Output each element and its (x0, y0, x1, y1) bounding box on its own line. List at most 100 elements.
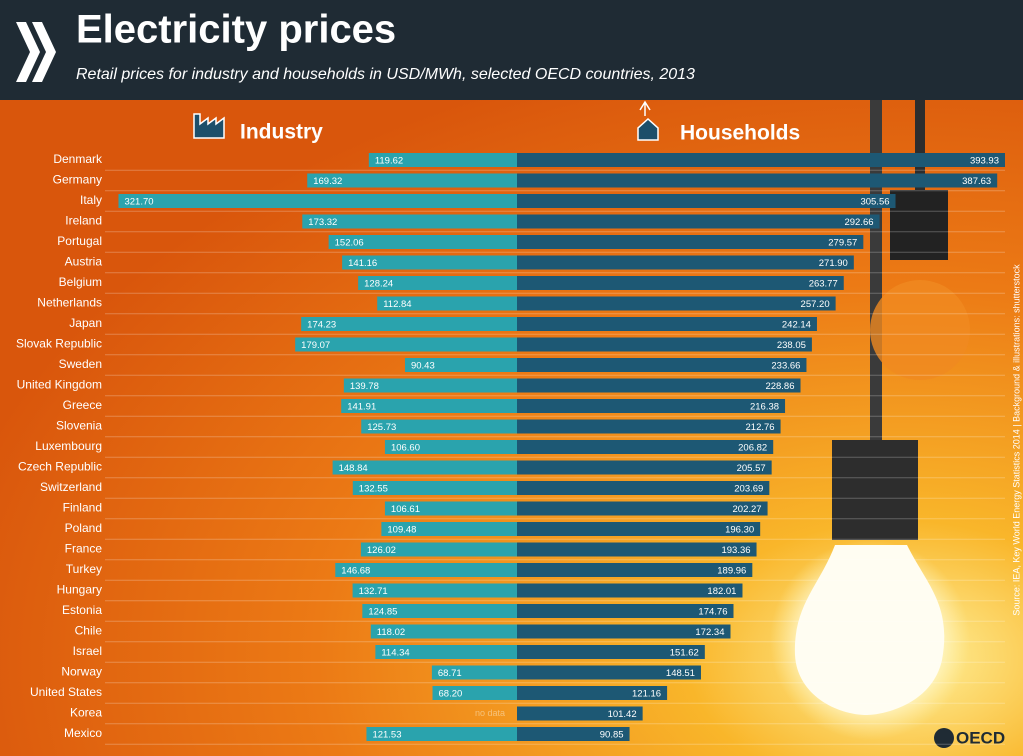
oecd-logo: OECD (956, 728, 1005, 747)
value-label: 112.84 (383, 299, 411, 310)
bar (517, 214, 880, 229)
bar (517, 440, 774, 454)
value-label: 271.90 (819, 258, 848, 269)
category-label: Slovenia (56, 419, 102, 433)
value-label: 205.57 (737, 463, 766, 474)
category-label: Sweden (59, 357, 102, 371)
value-label: 321.70 (124, 197, 153, 208)
category-label: Chile (75, 624, 103, 638)
bar (517, 460, 772, 475)
bar (375, 645, 517, 659)
value-label: 174.23 (307, 320, 336, 331)
category-label: Norway (61, 665, 102, 679)
value-label: 106.61 (391, 504, 420, 515)
value-label: 68.71 (438, 668, 462, 679)
title: Electricity prices (76, 8, 396, 52)
bar (377, 296, 517, 311)
value-label: 193.36 (721, 545, 750, 556)
bar (517, 153, 1005, 167)
value-label: 124.85 (368, 607, 397, 618)
category-label: United Kingdom (17, 378, 102, 392)
value-label: 233.66 (771, 361, 800, 372)
bar (335, 563, 517, 577)
category-label: France (65, 542, 103, 556)
category-label: Poland (65, 521, 102, 535)
bulb-decoration (770, 100, 970, 740)
value-label: 173.32 (308, 217, 337, 228)
value-label: 90.85 (600, 730, 624, 741)
value-label: 196.30 (725, 525, 754, 536)
value-label: 132.55 (359, 484, 388, 495)
header (0, 0, 1023, 100)
bar (517, 624, 731, 639)
bar (517, 378, 801, 393)
bar (517, 583, 743, 598)
bar (358, 276, 517, 290)
bar (118, 194, 518, 208)
bar (432, 686, 517, 700)
value-label: 152.06 (335, 238, 364, 249)
value-label: no data (475, 708, 505, 718)
value-label: 101.42 (608, 709, 637, 720)
value-label: 292.66 (844, 217, 873, 228)
bar (381, 522, 517, 536)
value-label: 148.84 (339, 463, 368, 474)
value-label: 128.24 (364, 279, 393, 290)
value-label: 148.51 (666, 668, 695, 679)
bar (301, 317, 517, 331)
value-label: 141.16 (348, 258, 377, 269)
value-label: 228.86 (765, 381, 794, 392)
value-label: 174.76 (698, 607, 727, 618)
category-label: Greece (63, 398, 103, 412)
value-label: 393.93 (970, 156, 999, 167)
bar (517, 358, 807, 372)
category-label: Hungary (57, 583, 102, 597)
subtitle: Retail prices for industry and household… (76, 66, 695, 83)
bar (517, 665, 701, 680)
category-label: Israel (73, 644, 102, 658)
category-label: Mexico (64, 726, 102, 740)
bar (517, 481, 770, 495)
bar (295, 337, 517, 352)
bar (517, 255, 854, 270)
legend-entry: Households (680, 122, 800, 145)
category-label: Italy (80, 193, 102, 207)
value-label: 139.78 (350, 381, 379, 392)
bar (517, 522, 761, 536)
bar (360, 542, 517, 557)
bar (517, 173, 998, 188)
value-label: 132.71 (359, 586, 388, 597)
bar (517, 686, 668, 700)
value-label: 263.77 (809, 279, 838, 290)
value-label: 387.63 (962, 176, 991, 187)
category-label: Denmark (53, 152, 103, 166)
category-label: Portugal (57, 234, 102, 248)
value-label: 109.48 (387, 525, 416, 536)
bar (517, 604, 734, 618)
value-label: 125.73 (367, 422, 396, 433)
source-note: Source: IEA, Key World Energy Statistics… (1011, 264, 1021, 616)
value-label: 90.43 (411, 361, 435, 372)
category-label: Netherlands (37, 296, 102, 310)
value-label: 169.32 (313, 176, 342, 187)
category-label: Czech Republic (18, 460, 102, 474)
bar (370, 624, 517, 639)
value-label: 179.07 (301, 340, 330, 351)
category-label: Austria (65, 255, 103, 269)
bar (384, 440, 517, 454)
bar (517, 501, 768, 516)
category-label: Japan (69, 316, 102, 330)
value-label: 182.01 (707, 586, 736, 597)
bar (517, 194, 896, 208)
bar (352, 583, 517, 598)
value-label: 121.16 (632, 689, 661, 700)
value-label: 141.91 (347, 402, 376, 413)
value-label: 146.68 (341, 566, 370, 577)
value-label: 216.38 (750, 402, 779, 413)
category-label: United States (30, 685, 102, 699)
value-label: 151.62 (670, 648, 699, 659)
value-label: 203.69 (734, 484, 763, 495)
bar (332, 460, 517, 475)
